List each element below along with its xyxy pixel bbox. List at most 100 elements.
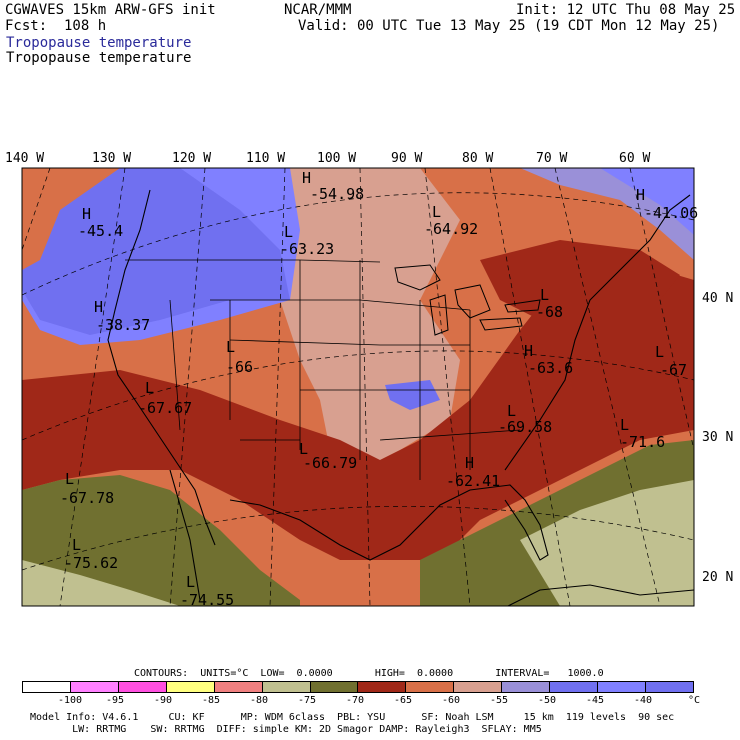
extrema-type: L — [145, 379, 154, 397]
extrema-value: -54.98 — [310, 185, 364, 203]
legend-unit: °C — [688, 695, 701, 706]
field-title-primary: Tropopause temperature — [6, 35, 192, 51]
extrema-type: L — [540, 286, 549, 304]
extrema-labels: H -54.98 H -41.06 H -45.4 L -64.92 L -63… — [60, 169, 698, 609]
field-band-tan-caribbean — [520, 480, 694, 606]
legend-label: -75 — [298, 695, 317, 706]
legend-swatch — [165, 682, 214, 692]
legend-swatch — [549, 682, 598, 692]
map-frame — [21, 167, 695, 607]
extrema-type: L — [299, 440, 308, 458]
extrema-type: H — [636, 186, 645, 204]
lon-label: 60 W — [619, 151, 650, 166]
extrema-type: L — [186, 573, 195, 591]
legend-label: -85 — [202, 695, 221, 706]
valid-time: Valid: 00 UTC Tue 13 May 25 (19 CDT Mon … — [298, 18, 720, 34]
legend-label: -70 — [346, 695, 365, 706]
lat-label: 40 N — [702, 291, 733, 306]
extrema-type: H — [82, 205, 91, 223]
legend-label: -90 — [154, 695, 173, 706]
extrema-value: -66.79 — [303, 454, 357, 472]
legend-swatch — [644, 682, 693, 692]
model-info-line-1: Model Info: V4.6.1 CU: KF MP: WDM 6class… — [30, 712, 675, 723]
extrema-value: -71.6 — [620, 433, 665, 451]
extrema-type: H — [465, 454, 474, 472]
extrema-type: L — [432, 203, 441, 221]
lon-label: 140 W — [5, 151, 44, 166]
field-band-ne-blue — [600, 168, 694, 235]
field-band-tan-pacific — [22, 560, 180, 606]
legend-swatch — [261, 682, 310, 692]
latitude-labels: 40 N 30 N 20 N — [702, 291, 733, 585]
legend-label: -95 — [106, 695, 125, 706]
legend-swatch — [69, 682, 118, 692]
lat-label: 30 N — [702, 430, 733, 445]
extrema-value: -41.06 — [644, 204, 698, 222]
lon-label: 130 W — [92, 151, 131, 166]
lon-label: 110 W — [246, 151, 285, 166]
legend-swatch — [117, 682, 166, 692]
extrema-value: -67 — [660, 361, 687, 379]
lon-label: 90 W — [391, 151, 422, 166]
legend-label: -100 — [58, 695, 83, 706]
extrema-type: L — [284, 223, 293, 241]
field-title-secondary: Tropopause temperature — [6, 50, 192, 66]
color-legend-bar — [22, 681, 694, 693]
extrema-value: -62.41 — [446, 472, 500, 490]
extrema-type: L — [655, 343, 664, 361]
extrema-value: -68 — [536, 303, 563, 321]
extrema-type: L — [65, 470, 74, 488]
extrema-type: L — [72, 536, 81, 554]
model-title: CGWAVES 15km ARW-GFS init — [5, 2, 216, 18]
field-band-nw-deep — [22, 168, 290, 335]
contours-info: CONTOURS: UNITS=°C LOW= 0.0000 HIGH= 0.0… — [134, 668, 604, 679]
color-legend-labels: -100 -95 -90 -85 -80 -75 -70 -65 -60 -55 -50 -45 -40… — [22, 695, 712, 707]
extrema-value: -63.6 — [528, 359, 573, 377]
extrema-value: -64.92 — [424, 220, 478, 238]
legend-label: -65 — [394, 695, 413, 706]
legend-swatch — [453, 682, 502, 692]
lon-label: 100 W — [317, 151, 356, 166]
state-borders — [125, 259, 521, 480]
coastlines — [107, 189, 694, 606]
extrema-value: -63.23 — [280, 240, 334, 258]
model-info-line-2: LW: RRTMG SW: RRTMG DIFF: simple KM: 2D … — [30, 724, 542, 735]
legend-label: -55 — [490, 695, 509, 706]
extrema-value: -75.62 — [64, 554, 118, 572]
init-time: Init: 12 UTC Thu 08 May 25 — [516, 2, 736, 18]
legend-swatch — [501, 682, 550, 692]
extrema-type: H — [524, 342, 533, 360]
legend-swatch — [213, 682, 262, 692]
extrema-type: L — [507, 402, 516, 420]
longitude-labels: 140 W 130 W 120 W 110 W 100 W 90 W 80 W … — [5, 151, 650, 166]
legend-label: -45 — [586, 695, 605, 706]
legend-swatch — [357, 682, 406, 692]
legend-label: -80 — [250, 695, 269, 706]
extrema-value: -45.4 — [78, 222, 123, 240]
extrema-type: L — [226, 338, 235, 356]
extrema-type: H — [94, 298, 103, 316]
legend-swatch — [597, 682, 645, 692]
lon-label: 70 W — [536, 151, 567, 166]
org-label: NCAR/MMM — [284, 2, 352, 18]
forecast-hour: Fcst: 108 h — [5, 18, 107, 34]
field-band-olive-west — [22, 475, 300, 606]
field-band-dark-red — [22, 260, 694, 560]
graticule — [22, 168, 694, 606]
lat-label: 20 N — [702, 570, 733, 585]
lon-label: 120 W — [172, 151, 211, 166]
field-band-nw-corner — [22, 168, 120, 270]
field-band-midwest-blue — [385, 380, 440, 410]
extrema-value: -74.55 — [180, 591, 234, 609]
legend-label: -60 — [442, 695, 461, 706]
extrema-value: -69.58 — [498, 418, 552, 436]
great-lakes — [394, 264, 541, 336]
legend-swatch — [309, 682, 358, 692]
extrema-value: -38.37 — [96, 316, 150, 334]
legend-label: -50 — [538, 695, 557, 706]
legend-label: -40 — [634, 695, 653, 706]
extrema-value: -67.67 — [138, 399, 192, 417]
extrema-type: L — [620, 416, 629, 434]
legend-swatch — [405, 682, 454, 692]
